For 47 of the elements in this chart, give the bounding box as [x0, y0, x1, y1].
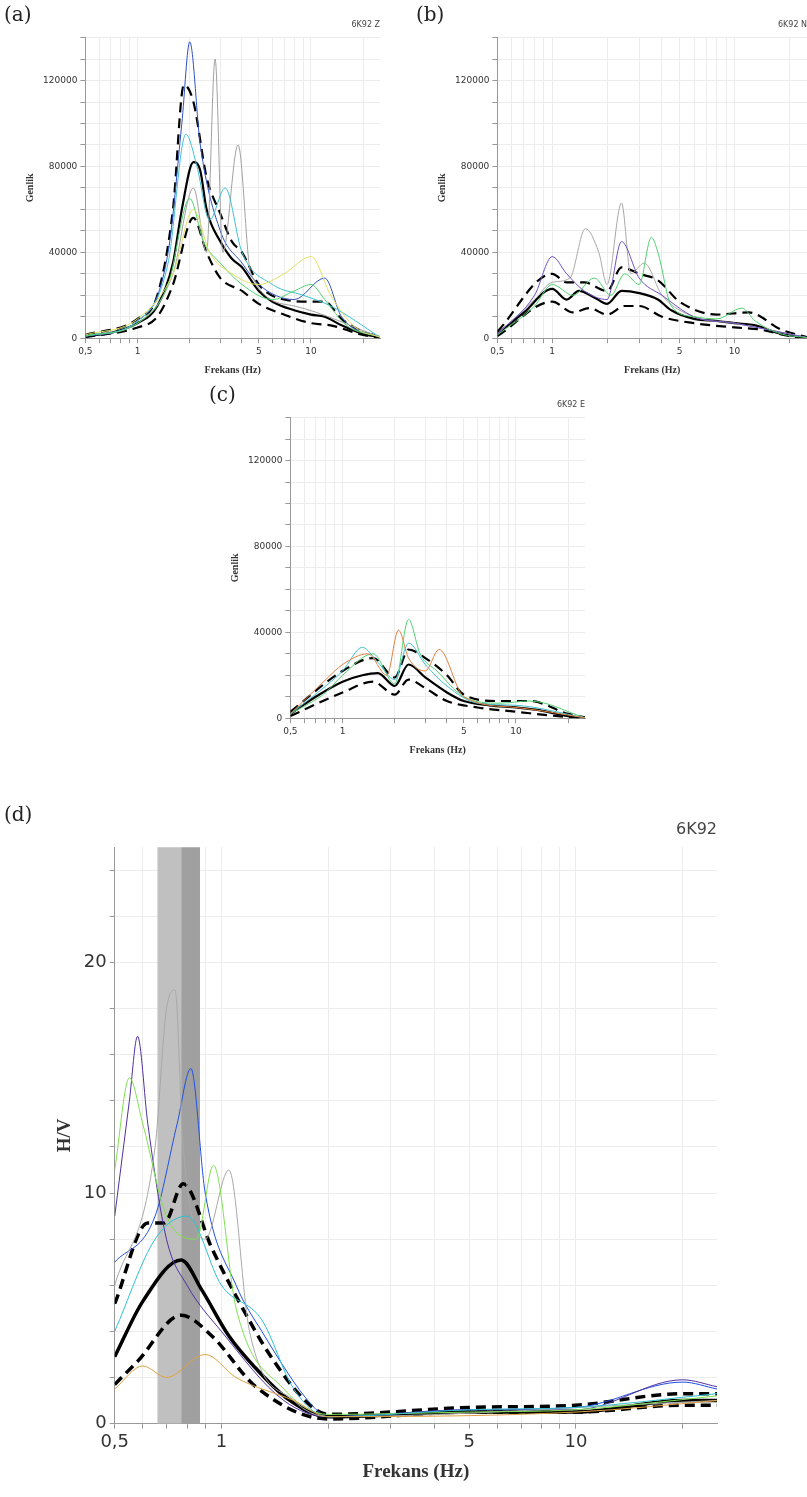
chart-title: 6K92 E: [556, 399, 585, 409]
y-tick-label: 40000: [48, 246, 78, 257]
y-tick-label: 0: [483, 332, 490, 343]
x-tick-label: 5: [463, 1430, 475, 1452]
x-axis-title: Frekans (Hz): [362, 1459, 470, 1482]
x-tick-label: 0,5: [283, 725, 298, 736]
x-tick-label: 0,5: [490, 345, 505, 356]
text: (b): [416, 2, 445, 26]
x-tick-label: 0,5: [100, 1430, 130, 1452]
x-tick-label: 5: [460, 725, 467, 736]
y-tick-label: 80000: [48, 160, 78, 171]
x-tick-label: 1: [339, 725, 346, 736]
x-axis-title: Frekans (Hz): [204, 363, 261, 376]
x-tick-label: 10: [510, 725, 522, 736]
x-tick-label: 10: [305, 345, 317, 356]
chart-title: 6K92: [675, 818, 717, 838]
y-tick-label: 120000: [248, 454, 283, 465]
y-axis-title: H/V: [53, 1118, 75, 1153]
text: (d): [4, 802, 33, 826]
x-tick-label: 5: [255, 345, 262, 356]
y-tick-label: 10: [83, 1180, 107, 1202]
y-axis-title: Genlik: [435, 173, 447, 203]
x-axis-title: Frekans (Hz): [624, 363, 681, 376]
y-tick-label: 0: [71, 332, 78, 343]
chart-title: 6K92 N: [777, 19, 807, 29]
x-tick-label: 10: [564, 1430, 588, 1452]
chart-title: 6K92 Z: [351, 19, 381, 29]
y-tick-label: 80000: [253, 540, 283, 551]
x-tick-label: 1: [215, 1430, 228, 1452]
y-tick-label: 40000: [253, 626, 283, 637]
y-tick-label: 20: [83, 950, 107, 972]
y-axis-title: Genlik: [228, 553, 240, 583]
y-tick-label: 120000: [455, 74, 490, 85]
y-tick-label: 80000: [460, 160, 490, 171]
y-tick-label: 0: [276, 712, 283, 723]
y-tick-label: 40000: [460, 246, 490, 257]
text: (c): [209, 382, 236, 406]
x-tick-label: 1: [549, 345, 556, 356]
y-axis-title: Genlik: [23, 173, 35, 203]
y-tick-label: 120000: [43, 74, 78, 85]
y-tick-label: 0: [95, 1411, 107, 1433]
x-tick-label: 10: [728, 345, 741, 356]
x-axis-title: Frekans (Hz): [409, 743, 466, 756]
x-tick-label: 0,5: [78, 345, 93, 356]
text: (a): [4, 2, 32, 26]
x-tick-label: 1: [134, 345, 141, 356]
x-tick-label: 5: [676, 345, 683, 356]
